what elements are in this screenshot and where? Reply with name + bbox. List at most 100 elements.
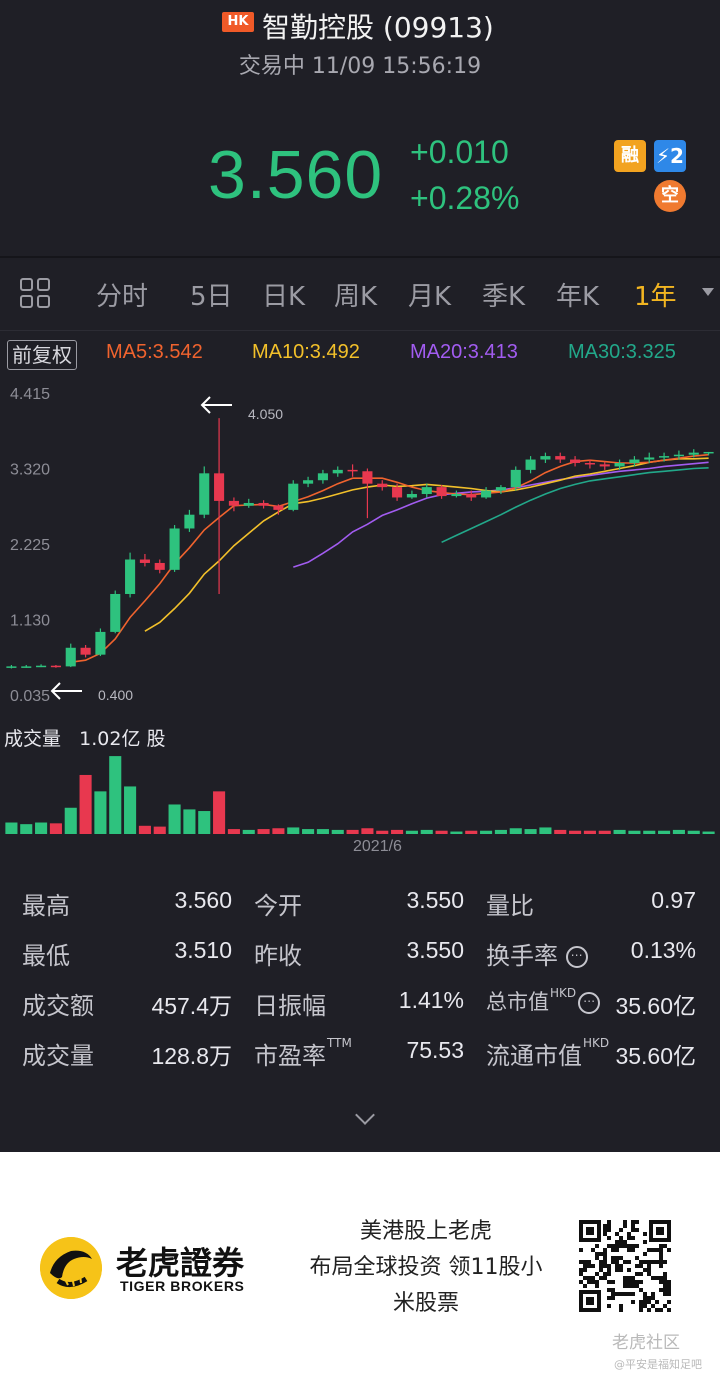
promo-line: 布局全球投资 领11股小 xyxy=(309,1255,543,1280)
volume-bar xyxy=(450,831,463,834)
volume-bar xyxy=(257,829,270,834)
candle-body xyxy=(629,459,640,463)
stat-value-volume-ratio: 0.97 xyxy=(651,887,696,913)
info-icon[interactable]: ⋯ xyxy=(565,946,588,968)
volume-bar xyxy=(287,827,300,834)
candle xyxy=(6,665,17,669)
candle xyxy=(169,525,180,572)
margin-badge[interactable]: 融 xyxy=(614,140,646,172)
volume-max-label: 1.02亿 股 xyxy=(79,728,166,750)
candle xyxy=(243,498,254,508)
volume-bar xyxy=(702,831,715,834)
stat-value-market-cap: 35.60亿 xyxy=(615,993,696,1019)
candle xyxy=(36,664,47,668)
price-change: +0.010 xyxy=(410,134,509,170)
candle xyxy=(21,665,32,668)
candle-body xyxy=(273,505,284,510)
candle-body xyxy=(332,469,343,474)
ma5-label: MA5:3.542 xyxy=(106,341,203,363)
candle xyxy=(629,456,640,467)
candle-body xyxy=(555,456,566,460)
volume-bar xyxy=(628,830,641,834)
user-watermark: @平安是福知足吧 xyxy=(614,1358,702,1371)
candle xyxy=(451,490,462,498)
volume-bar xyxy=(420,829,433,834)
candle-body xyxy=(95,631,106,655)
stat-label-market-cap: 总市值HKD⋯ xyxy=(486,986,601,1016)
volume-bar xyxy=(316,829,329,834)
candle-body xyxy=(570,459,581,463)
low-marker-arrow-head xyxy=(50,682,61,700)
volume-bar xyxy=(153,826,166,834)
chevron-down-icon[interactable] xyxy=(702,288,714,296)
price-adjust-toggle[interactable]: 前复权 xyxy=(7,340,77,370)
stat-label-volume: 成交量 xyxy=(22,1042,94,1070)
stat-value-amplitude: 1.41% xyxy=(398,987,464,1013)
candle xyxy=(199,466,210,519)
tab-5day[interactable]: 5日 xyxy=(190,282,233,312)
volume-bar xyxy=(213,791,226,834)
community-watermark: 老虎社区 xyxy=(612,1333,680,1353)
candle-body xyxy=(228,500,239,506)
candle xyxy=(599,461,610,470)
tab-monthly-k[interactable]: 月K xyxy=(408,282,452,312)
volume-bar xyxy=(227,829,240,834)
candle xyxy=(421,483,432,498)
candle xyxy=(614,459,625,470)
level2-badge[interactable]: ⚡2 xyxy=(654,140,686,172)
candle-body xyxy=(525,459,536,470)
candlestick-chart[interactable]: 4.415 3.320 2.225 1.130 0.035 4.050 0.400 xyxy=(0,375,720,720)
candle-body xyxy=(703,451,714,454)
brand-name-en: TIGER BROKERS xyxy=(120,1278,245,1294)
candle xyxy=(555,452,566,463)
tab-intraday[interactable]: 分时 xyxy=(96,282,149,312)
volume-bar xyxy=(494,829,507,834)
volume-bar xyxy=(138,825,151,834)
candle-body xyxy=(673,454,684,457)
volume-bar xyxy=(49,823,62,834)
low-marker-label: 0.400 xyxy=(98,687,133,703)
candle xyxy=(703,451,714,456)
info-icon[interactable]: ⋯ xyxy=(578,992,601,1014)
stat-value-turnover-rate: 0.13% xyxy=(630,937,696,963)
ma10-label: MA10:3.492 xyxy=(252,341,360,363)
tab-quarterly-k[interactable]: 季K xyxy=(482,282,526,312)
candle-body xyxy=(495,487,506,491)
short-sell-badge[interactable]: 空 xyxy=(654,180,686,212)
candle xyxy=(525,456,536,474)
candle-body xyxy=(258,502,269,506)
qr-code-icon[interactable] xyxy=(579,1220,671,1312)
volume-bar xyxy=(198,811,211,834)
candle-body xyxy=(510,469,521,488)
candle-body xyxy=(614,462,625,467)
volume-bar xyxy=(598,830,611,834)
candle-body xyxy=(436,487,447,497)
candle xyxy=(273,504,284,515)
float-cap-label: 流通市值 xyxy=(486,1042,582,1070)
volume-bar xyxy=(5,822,18,834)
tab-1year[interactable]: 1年 xyxy=(634,282,677,312)
tab-daily-k[interactable]: 日K xyxy=(262,282,306,312)
candle-body xyxy=(50,665,61,668)
tab-yearly-k[interactable]: 年K xyxy=(556,282,600,312)
volume-title: 成交量 1.02亿 股 xyxy=(4,724,166,751)
candle-body xyxy=(214,473,225,501)
last-price: 3.560 xyxy=(208,137,384,213)
stock-name: 智勤控股 (09913) xyxy=(262,11,494,44)
candle xyxy=(406,490,417,499)
chevron-down-icon[interactable] xyxy=(355,1105,375,1125)
stat-value-float-cap: 35.60亿 xyxy=(615,1043,696,1069)
candle-body xyxy=(406,494,417,498)
promo-line: 米股票 xyxy=(392,1291,459,1316)
volume-bar xyxy=(64,807,77,834)
tab-weekly-k[interactable]: 周K xyxy=(334,282,378,312)
grid-icon[interactable] xyxy=(20,278,52,310)
y-tick-label: 4.415 xyxy=(10,386,50,403)
stat-label-low: 最低 xyxy=(22,942,70,970)
ma30-label: MA30:3.325 xyxy=(568,341,676,363)
candle xyxy=(65,643,76,668)
volume-bar xyxy=(183,809,196,834)
candle xyxy=(644,452,655,463)
x-axis-date-label: 2021/6 xyxy=(353,838,402,855)
high-marker-label: 4.050 xyxy=(248,406,283,422)
